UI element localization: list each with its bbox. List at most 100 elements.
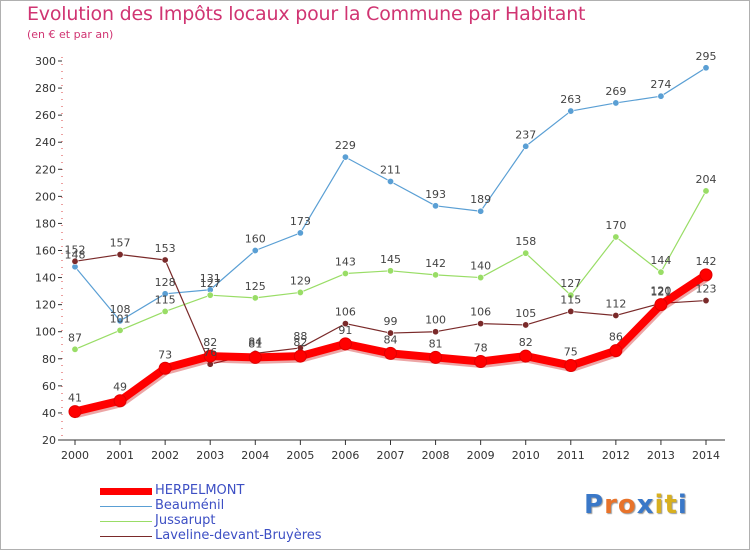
data-label-beaum-nil: 229 [335, 139, 356, 152]
data-point-beaum-nil [296, 229, 304, 237]
x-tick-label: 2009 [467, 449, 495, 462]
x-tick-label: 2013 [647, 449, 675, 462]
data-labels: 148 108 128 131 160 173 229 211 193 189 237 263 269 2… [65, 50, 717, 405]
data-label-herpelmont: 82 [519, 336, 533, 349]
legend-label-jussarupt: Jussarupt [155, 513, 216, 528]
data-point-herpelmont [68, 405, 82, 419]
data-label-laveline-devant-bruy-res: 100 [425, 314, 446, 327]
proxiti-logo: Proxiti [584, 490, 688, 520]
y-tick-label: 120 [35, 299, 56, 312]
data-label-herpelmont: 75 [564, 346, 578, 359]
data-point-beaum-nil [477, 207, 485, 215]
y-tick-label: 260 [35, 109, 56, 122]
y-tick-label: 160 [35, 245, 56, 258]
data-point-jussarupt [612, 233, 620, 241]
y-tick-label: 40 [42, 407, 56, 420]
data-label-jussarupt: 87 [68, 331, 82, 344]
data-point-laveline-devant-bruy-res [702, 297, 710, 305]
data-label-beaum-nil: 211 [380, 163, 401, 176]
data-point-herpelmont [338, 337, 352, 351]
logo-letter: r [604, 490, 618, 520]
data-point-laveline-devant-bruy-res [161, 256, 169, 264]
data-point-beaum-nil [386, 177, 394, 185]
x-tick-label: 2001 [106, 449, 134, 462]
data-label-beaum-nil: 193 [425, 188, 446, 201]
legend-swatch-laveline [100, 536, 152, 537]
data-point-jussarupt [477, 274, 485, 282]
data-label-jussarupt: 129 [290, 274, 311, 287]
legend-label-herpelmont: HERPELMONT [155, 483, 245, 498]
y-tick-label: 60 [42, 380, 56, 393]
data-label-beaum-nil: 237 [515, 128, 536, 141]
data-point-herpelmont [609, 344, 623, 358]
data-point-herpelmont [699, 268, 713, 282]
data-point-beaum-nil [612, 99, 620, 107]
x-tick-label: 2008 [422, 449, 450, 462]
data-point-jussarupt [702, 187, 710, 195]
data-label-beaum-nil: 160 [245, 233, 266, 246]
data-label-laveline-devant-bruy-res: 76 [203, 346, 217, 359]
y-tick-label: 80 [42, 353, 56, 366]
data-label-jussarupt: 145 [380, 253, 401, 266]
y-tick-label: 220 [35, 163, 56, 176]
y-tick-label: 140 [35, 272, 56, 285]
data-label-beaum-nil: 131 [200, 272, 221, 285]
data-point-jussarupt [251, 294, 259, 302]
data-label-laveline-devant-bruy-res: 157 [110, 237, 131, 250]
data-point-herpelmont [384, 346, 397, 360]
chart-title: Evolution des Impôts locaux pour la Comm… [27, 3, 586, 25]
data-label-laveline-devant-bruy-res: 152 [65, 243, 86, 256]
data-label-beaum-nil: 173 [290, 215, 311, 228]
data-point-herpelmont [474, 354, 488, 368]
data-label-herpelmont: 120 [650, 285, 671, 298]
data-label-jussarupt: 143 [335, 256, 356, 269]
data-label-beaum-nil: 274 [650, 78, 671, 91]
data-point-jussarupt [116, 326, 124, 334]
y-tick-label: 240 [35, 136, 56, 149]
data-point-jussarupt [71, 345, 79, 353]
data-label-jussarupt: 125 [245, 280, 266, 293]
y-tick-label: 20 [42, 434, 56, 447]
data-point-beaum-nil [341, 153, 349, 161]
logo-letter: P [584, 490, 605, 520]
data-point-jussarupt [386, 267, 394, 275]
data-label-herpelmont: 82 [293, 336, 307, 349]
data-point-laveline-devant-bruy-res [386, 329, 394, 337]
data-label-jussarupt: 115 [155, 293, 176, 306]
data-label-herpelmont: 84 [384, 333, 398, 346]
data-label-herpelmont: 86 [609, 331, 623, 344]
data-label-laveline-devant-bruy-res: 115 [560, 293, 581, 306]
data-point-jussarupt [522, 249, 530, 257]
data-point-herpelmont [519, 349, 533, 363]
data-point-jussarupt [567, 291, 575, 299]
data-label-jussarupt: 204 [696, 173, 717, 186]
data-label-laveline-devant-bruy-res: 112 [605, 297, 626, 310]
y-tick-label: 280 [35, 82, 56, 95]
axes: 20 40 60 80 100 120 140 160 180 200 220 240 260 280 30… [35, 55, 725, 462]
y-tick-label: 180 [35, 217, 56, 230]
data-label-herpelmont: 49 [113, 381, 127, 394]
data-label-jussarupt: 127 [200, 277, 221, 290]
data-label-laveline-devant-bruy-res: 123 [696, 283, 717, 296]
data-label-laveline-devant-bruy-res: 106 [470, 306, 491, 319]
data-label-jussarupt: 142 [425, 257, 446, 270]
data-point-laveline-devant-bruy-res [116, 251, 124, 259]
data-label-laveline-devant-bruy-res: 153 [155, 242, 176, 255]
data-label-herpelmont: 142 [696, 255, 717, 268]
data-label-herpelmont: 41 [68, 392, 82, 405]
chart-subtitle: (en € et par an) [27, 28, 114, 41]
data-label-jussarupt: 170 [605, 219, 626, 232]
data-point-jussarupt [206, 291, 214, 299]
x-tick-label: 2010 [512, 449, 540, 462]
data-point-herpelmont [654, 298, 668, 312]
x-tick-label: 2006 [331, 449, 359, 462]
data-label-beaum-nil: 128 [155, 276, 176, 289]
data-point-herpelmont [248, 350, 262, 364]
data-point-laveline-devant-bruy-res [567, 307, 575, 315]
x-tick-label: 2004 [241, 449, 269, 462]
data-label-jussarupt: 140 [470, 260, 491, 273]
data-label-herpelmont: 78 [474, 341, 488, 354]
data-label-jussarupt: 101 [110, 312, 131, 325]
logo-letter: i [654, 490, 665, 520]
data-label-laveline-devant-bruy-res: 105 [515, 307, 536, 320]
